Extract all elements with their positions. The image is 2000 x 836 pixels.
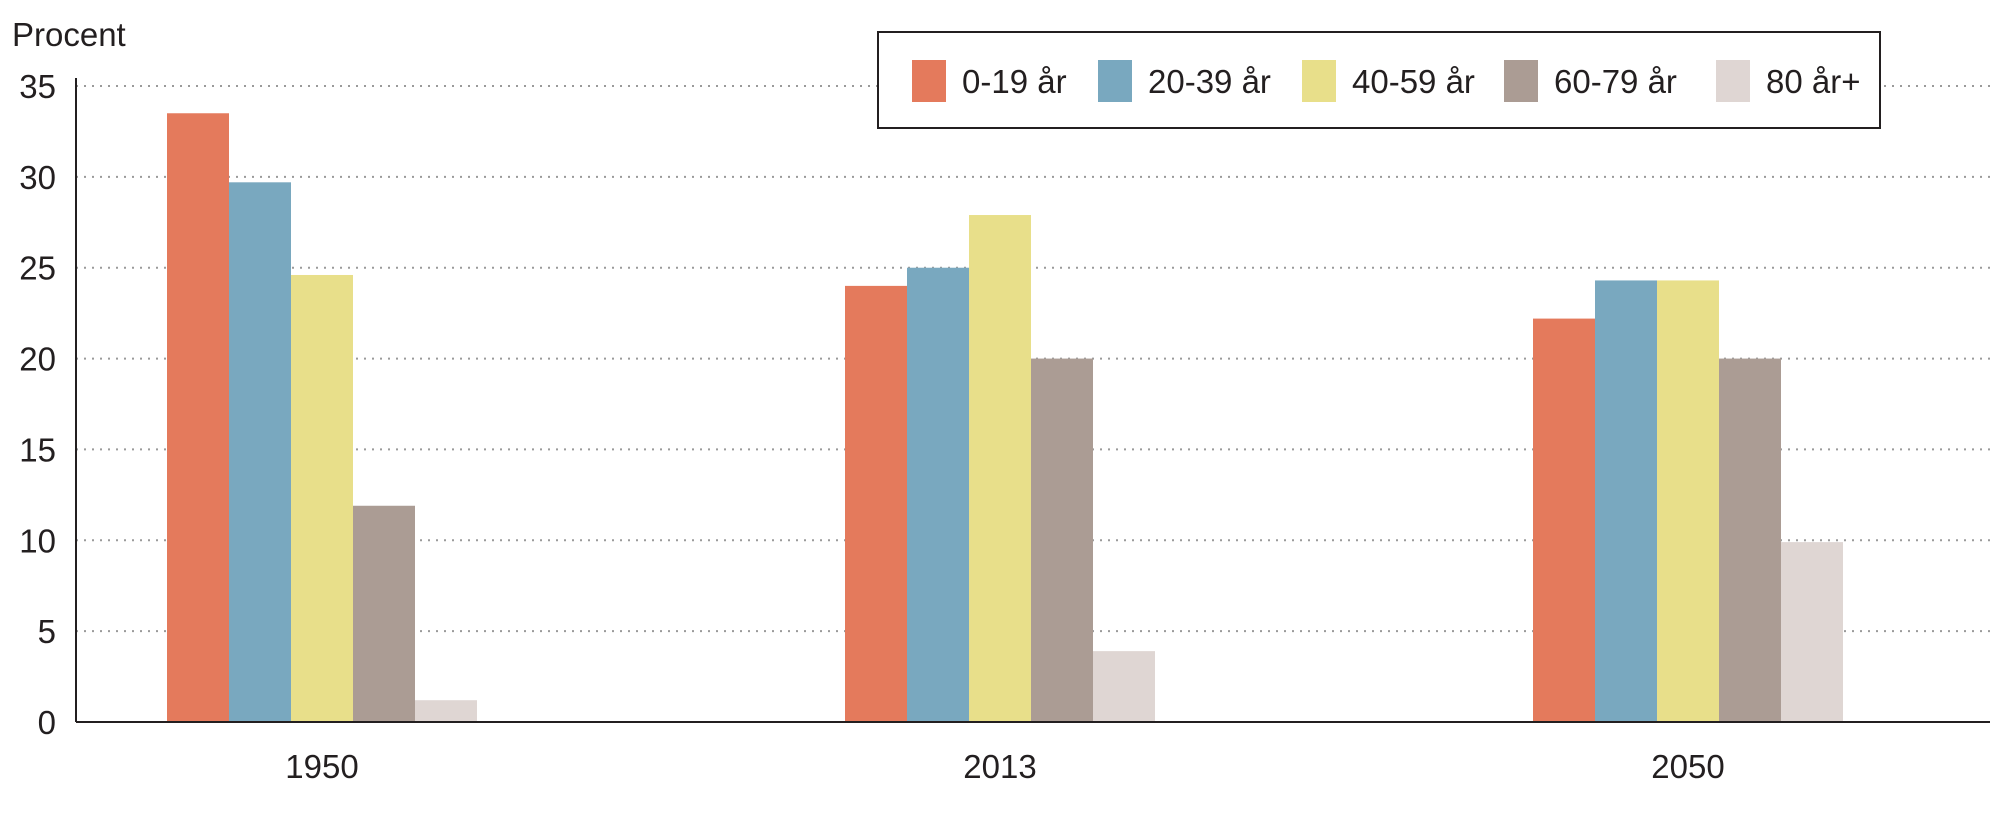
bar [291, 274, 353, 722]
bar [1533, 318, 1595, 722]
legend-swatch [1302, 60, 1336, 102]
y-tick-label: 5 [38, 613, 56, 650]
legend-label: 20-39 år [1148, 63, 1271, 100]
bar [353, 505, 415, 722]
bar [907, 267, 969, 722]
bar [1657, 280, 1719, 722]
y-tick-label: 10 [19, 522, 56, 559]
legend-box [877, 31, 1881, 129]
bar [415, 700, 477, 722]
legend-swatch [1098, 60, 1132, 102]
bar [1719, 358, 1781, 722]
legend-label: 60-79 år [1554, 63, 1677, 100]
legend-swatch [912, 60, 946, 102]
x-tick-label: 2013 [963, 748, 1036, 785]
y-tick-label: 0 [38, 704, 56, 741]
y-tick-label: 15 [19, 431, 56, 468]
bar [1595, 280, 1657, 722]
y-tick-label: 30 [19, 159, 56, 196]
bar [1781, 542, 1843, 722]
legend-label: 40-59 år [1352, 63, 1475, 100]
legend-label: 0-19 år [962, 63, 1067, 100]
bar [969, 215, 1031, 722]
bar [1093, 651, 1155, 722]
bar [229, 182, 291, 722]
y-axis-title: Procent [12, 16, 126, 53]
x-tick-labels: 1950 2013 2050 [285, 748, 1724, 785]
bar [845, 285, 907, 722]
legend-label: 80 år+ [1766, 63, 1861, 100]
y-tick-labels: 0 5 10 15 20 25 30 35 [19, 68, 56, 741]
legend: 0-19 år 20-39 år 40-59 år 60-79 år 80 år+ [877, 31, 1881, 129]
legend-swatch [1504, 60, 1538, 102]
y-tick-label: 25 [19, 250, 56, 287]
bar [1031, 358, 1093, 722]
y-tick-label: 35 [19, 68, 56, 105]
legend-swatch [1716, 60, 1750, 102]
y-tick-label: 20 [19, 341, 56, 378]
bars [167, 113, 1843, 722]
bar [167, 113, 229, 722]
x-tick-label: 1950 [285, 748, 358, 785]
x-tick-label: 2050 [1651, 748, 1724, 785]
